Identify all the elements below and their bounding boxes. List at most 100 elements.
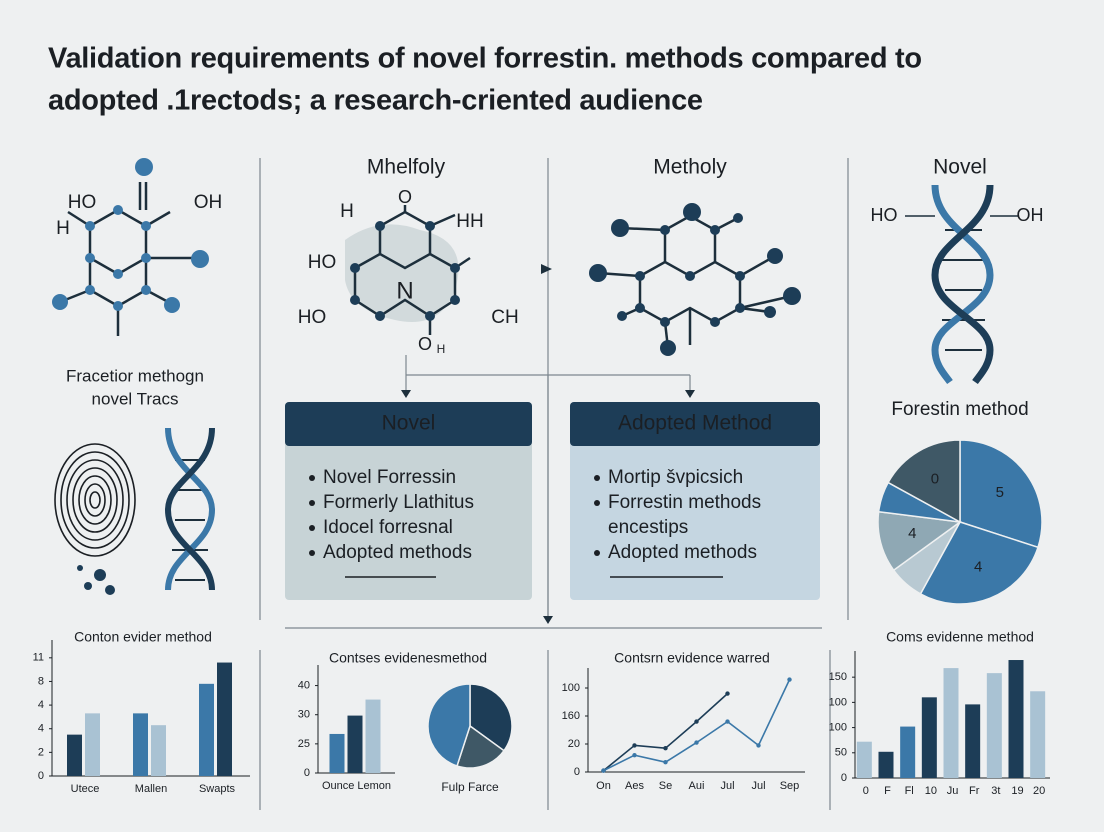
chart-title: Forestin method <box>891 399 1028 420</box>
box-item: Novel Forressin <box>323 467 456 488</box>
text-line: encestips <box>608 517 688 538</box>
atom-label: CH <box>491 307 518 328</box>
bar <box>347 715 363 773</box>
x-tick-label: Fl <box>905 785 914 797</box>
line-point <box>787 677 792 682</box>
x-tick-label: Jul <box>751 780 765 792</box>
pie-slice <box>427 683 471 767</box>
atom-label: O <box>418 334 432 354</box>
x-tick-label: Aes <box>625 780 644 792</box>
caption-line: Fracetior methogn <box>66 366 204 385</box>
column-heading: Metholy <box>653 156 727 179</box>
bar <box>878 751 894 778</box>
box-item: Mortip švpicsich <box>608 467 743 488</box>
atom-label: HO <box>871 205 898 225</box>
bar <box>85 713 100 776</box>
x-tick-label: Jul <box>720 780 734 792</box>
bar <box>199 683 214 776</box>
atom-label: H <box>56 218 70 239</box>
y-tick-label: 150 <box>829 671 847 683</box>
x-tick-label: Ounce Lemon <box>322 780 391 792</box>
pie-slice <box>456 724 506 769</box>
line-point <box>632 743 637 748</box>
pie-slice <box>959 439 1043 549</box>
arrowheads <box>401 264 695 624</box>
y-tick-label: 0 <box>574 766 580 778</box>
dots <box>77 565 115 595</box>
atom-label: N <box>396 277 413 304</box>
atom-label: OH <box>194 192 223 213</box>
atom-label: H <box>437 342 446 356</box>
x-tick-label: 3t <box>991 785 1000 797</box>
line-point <box>632 753 637 758</box>
box-item: Idocel forresnal <box>323 517 453 538</box>
title-line: adopted .1rectods; a research-criented a… <box>48 85 703 117</box>
molecule-center-right <box>589 203 801 356</box>
y-tick-label: 11 <box>33 652 44 664</box>
bar <box>856 741 872 778</box>
bullet <box>309 550 315 556</box>
bar <box>329 733 345 773</box>
x-tick-label: On <box>596 780 611 792</box>
x-tick-label: Swapts <box>199 783 236 795</box>
chart-title: Coms evidenne method <box>886 629 1034 645</box>
box-item: Adopted methods <box>608 542 757 563</box>
slice-label: 4 <box>908 525 916 542</box>
atom-label: OH <box>1017 205 1044 225</box>
y-tick-label: 100 <box>829 696 847 708</box>
x-tick-label: Sep <box>780 780 800 792</box>
box-adopted <box>570 402 820 600</box>
y-tick-label: 4 <box>38 723 44 735</box>
text-line: Forrestin methods <box>608 492 761 513</box>
y-tick-label: 40 <box>298 679 310 691</box>
slice-label: 4 <box>974 559 982 576</box>
bar <box>133 713 148 776</box>
dna-left <box>164 427 216 591</box>
y-tick-label: 50 <box>835 747 847 759</box>
y-tick-label: 0 <box>38 770 44 782</box>
y-tick-label: 100 <box>829 721 847 733</box>
chart-title: Conton evider method <box>74 629 212 645</box>
fingerprint <box>54 443 136 557</box>
x-tick-label: 10 <box>925 785 937 797</box>
atom-label: HO <box>308 252 337 273</box>
line-point <box>694 719 699 724</box>
bar <box>986 673 1002 778</box>
slice-label: 0 <box>931 471 939 488</box>
line-point <box>601 768 606 773</box>
atom-label: H <box>340 201 354 222</box>
y-tick-label: 160 <box>562 710 580 722</box>
box-novel <box>285 402 532 600</box>
y-tick-label: 100 <box>562 682 580 694</box>
bar <box>217 662 232 776</box>
bar <box>965 704 981 778</box>
atom-label: HO <box>298 307 327 328</box>
atom-label: HO <box>68 192 97 213</box>
y-tick-label: 0 <box>841 772 847 784</box>
bar <box>900 726 916 778</box>
x-tick-label: Se <box>659 780 672 792</box>
bar <box>921 697 937 778</box>
bar <box>1008 660 1024 778</box>
line-point <box>663 760 668 765</box>
x-tick-label: Fr <box>969 785 980 797</box>
column-heading: Mhelfoly <box>367 156 446 179</box>
bullet <box>594 550 600 556</box>
line-point <box>725 719 730 724</box>
x-tick-label: Ju <box>947 785 959 797</box>
caption-line: novel Tracs <box>92 389 179 408</box>
bullet <box>309 475 315 481</box>
atom-label: O <box>398 187 412 207</box>
bar <box>943 668 959 778</box>
box-title: Novel <box>382 412 436 435</box>
dividers <box>259 158 849 810</box>
x-tick-label: Aui <box>689 780 705 792</box>
chart-title: Contses evidenesmethod <box>329 650 487 666</box>
y-tick-label: 0 <box>304 767 310 779</box>
y-tick-label: 20 <box>568 738 580 750</box>
bullet <box>309 500 315 506</box>
x-tick-label: Utece <box>71 783 100 795</box>
x-tick-label: Mallen <box>135 783 167 795</box>
